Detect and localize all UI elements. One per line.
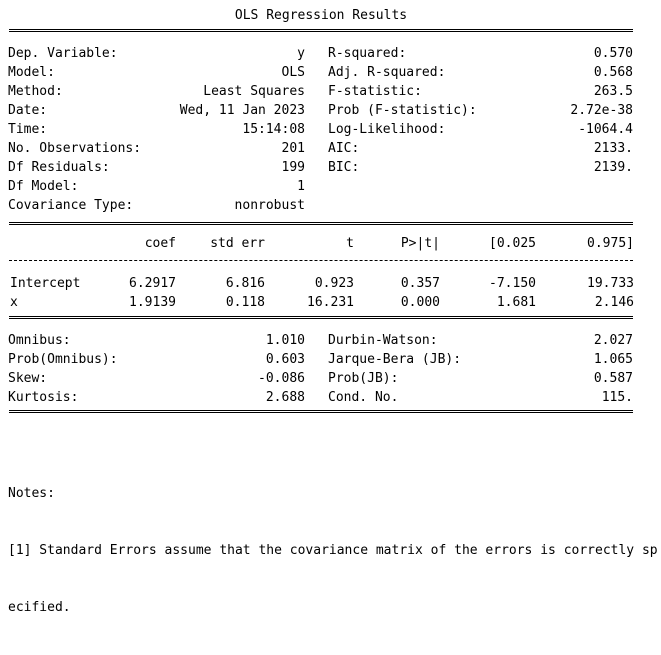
stat-label: Prob (F-statistic):	[328, 103, 477, 118]
info-label: Time:	[8, 122, 48, 137]
single-rule	[9, 260, 633, 261]
diag-label: Cond. No.	[328, 390, 399, 405]
info-value: 15:14:08	[242, 122, 305, 137]
notes-heading: Notes:	[8, 486, 55, 501]
coef-cell: -7.150	[489, 276, 536, 291]
info-value: OLS	[281, 65, 305, 80]
info-label: Df Residuals:	[8, 160, 110, 175]
stat-label: Log-Likelihood:	[328, 122, 446, 137]
coef-cell: 19.733	[587, 276, 634, 291]
coef-cell: 1.9139	[129, 295, 176, 310]
info-label: Dep. Variable:	[8, 46, 118, 61]
coef-cell: 0.000	[400, 295, 440, 310]
coef-cell: 0.923	[314, 276, 354, 291]
info-label: Model:	[8, 65, 55, 80]
info-value: nonrobust	[234, 198, 305, 213]
info-label: Method:	[8, 84, 63, 99]
double-rule-mid	[9, 222, 633, 225]
info-label: No. Observations:	[8, 141, 142, 156]
info-value: y	[297, 46, 305, 61]
info-value: 199	[281, 160, 305, 175]
coef-cell: 1.681	[496, 295, 536, 310]
coef-cell: 6.2917	[129, 276, 176, 291]
stat-label: Adj. R-squared:	[328, 65, 446, 80]
stat-label: F-statistic:	[328, 84, 422, 99]
double-rule-top	[9, 29, 633, 32]
diag-label: Prob(Omnibus):	[8, 352, 118, 367]
stat-label: BIC:	[328, 160, 360, 175]
notes-section: Notes: [1] Standard Errors assume that t…	[8, 446, 658, 655]
diag-value: -0.086	[258, 371, 305, 386]
info-value: Least Squares	[203, 84, 305, 99]
diag-value: 0.587	[593, 371, 633, 386]
diag-value: 2.688	[265, 390, 305, 405]
diag-label: Omnibus:	[8, 333, 71, 348]
coef-row-name: x	[10, 295, 18, 310]
diag-label: Durbin-Watson:	[328, 333, 438, 348]
coef-cell: 16.231	[307, 295, 354, 310]
coef-cell: 0.357	[400, 276, 440, 291]
coef-cell: 6.816	[225, 276, 265, 291]
diag-value: 0.603	[265, 352, 305, 367]
diag-value: 2.027	[593, 333, 633, 348]
info-value: Wed, 11 Jan 2023	[179, 103, 305, 118]
diag-value: 1.065	[593, 352, 633, 367]
double-rule-lower	[9, 316, 633, 319]
info-label: Df Model:	[8, 179, 79, 194]
stat-label: R-squared:	[328, 46, 407, 61]
diag-value: 1.010	[265, 333, 305, 348]
stat-value: -1064.4	[578, 122, 633, 137]
info-label: Covariance Type:	[8, 198, 134, 213]
stat-value: 0.570	[593, 46, 633, 61]
coef-header: [0.025	[489, 236, 536, 251]
coef-header: std err	[210, 236, 265, 251]
info-value: 201	[281, 141, 305, 156]
coef-cell: 2.146	[594, 295, 634, 310]
stat-value: 2139.	[593, 160, 633, 175]
coef-header: t	[346, 236, 354, 251]
double-rule-bottom	[9, 410, 633, 413]
stat-value: 0.568	[593, 65, 633, 80]
coef-header: coef	[144, 236, 176, 251]
notes-line: [1] Standard Errors assume that the cova…	[8, 543, 658, 558]
coef-header: 0.975]	[587, 236, 634, 251]
stat-value: 263.5	[593, 84, 633, 99]
coef-row-name: Intercept	[10, 276, 81, 291]
diag-label: Kurtosis:	[8, 390, 79, 405]
report-title: OLS Regression Results	[234, 8, 408, 23]
coef-header: P>|t|	[400, 236, 440, 251]
coef-cell: 0.118	[225, 295, 265, 310]
diag-value: 115.	[601, 390, 633, 405]
diag-label: Skew:	[8, 371, 48, 386]
info-value: 1	[297, 179, 305, 194]
notes-line: ecified.	[8, 600, 71, 615]
diag-label: Prob(JB):	[328, 371, 399, 386]
stat-value: 2133.	[593, 141, 633, 156]
stat-label: AIC:	[328, 141, 360, 156]
stat-value: 2.72e-38	[570, 103, 633, 118]
diag-label: Jarque-Bera (JB):	[328, 352, 462, 367]
info-label: Date:	[8, 103, 48, 118]
regression-report: OLS Regression Results Dep. Variable: y …	[8, 0, 661, 615]
